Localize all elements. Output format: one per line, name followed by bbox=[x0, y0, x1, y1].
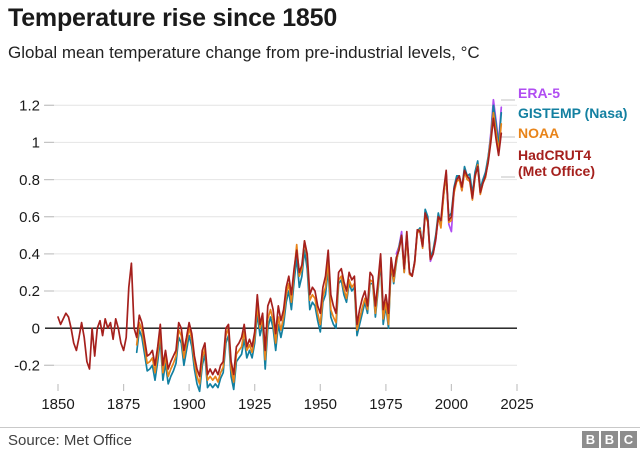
svg-text:2025: 2025 bbox=[500, 396, 533, 413]
svg-text:1.2: 1.2 bbox=[19, 98, 40, 115]
legend-item-gistemp: GISTEMP (Nasa) bbox=[518, 105, 627, 121]
legend-item-era5: ERA-5 bbox=[518, 85, 560, 101]
page-title: Temperature rise since 1850 bbox=[8, 4, 338, 32]
svg-text:1875: 1875 bbox=[107, 396, 140, 413]
svg-text:0.4: 0.4 bbox=[19, 246, 40, 263]
svg-text:0: 0 bbox=[32, 320, 40, 337]
svg-text:1850: 1850 bbox=[41, 396, 74, 413]
svg-text:0.8: 0.8 bbox=[19, 172, 40, 189]
svg-text:1975: 1975 bbox=[369, 396, 402, 413]
legend-item-hadcrut4: HadCRUT4 (Met Office) bbox=[518, 147, 595, 179]
bbc-logo-letter-c: C bbox=[620, 431, 637, 448]
source-attribution: Source: Met Office bbox=[8, 432, 132, 449]
legend-item-noaa: NOAA bbox=[518, 125, 559, 141]
svg-text:1900: 1900 bbox=[172, 396, 205, 413]
legend-label-hadcrut4-line2: (Met Office) bbox=[518, 163, 595, 179]
page-subtitle: Global mean temperature change from pre-… bbox=[8, 43, 480, 62]
svg-text:1: 1 bbox=[32, 135, 40, 152]
svg-text:1925: 1925 bbox=[238, 396, 271, 413]
svg-text:1950: 1950 bbox=[304, 396, 337, 413]
bbc-logo-letter-b2: B bbox=[601, 431, 618, 448]
svg-text:0.6: 0.6 bbox=[19, 209, 40, 226]
legend-label-noaa: NOAA bbox=[518, 125, 560, 141]
bbc-logo: B B C bbox=[582, 431, 637, 448]
bbc-logo-letter-b1: B bbox=[582, 431, 599, 448]
svg-text:0.2: 0.2 bbox=[19, 283, 40, 300]
legend-label-gistemp: GISTEMP (Nasa) bbox=[518, 105, 628, 121]
svg-text:-0.2: -0.2 bbox=[14, 358, 40, 375]
footer-bar: Source: Met Office B B C bbox=[0, 427, 640, 450]
svg-text:2000: 2000 bbox=[435, 396, 468, 413]
legend-label-era5: ERA-5 bbox=[518, 85, 561, 101]
legend-label-hadcrut4: HadCRUT4 bbox=[518, 147, 592, 163]
